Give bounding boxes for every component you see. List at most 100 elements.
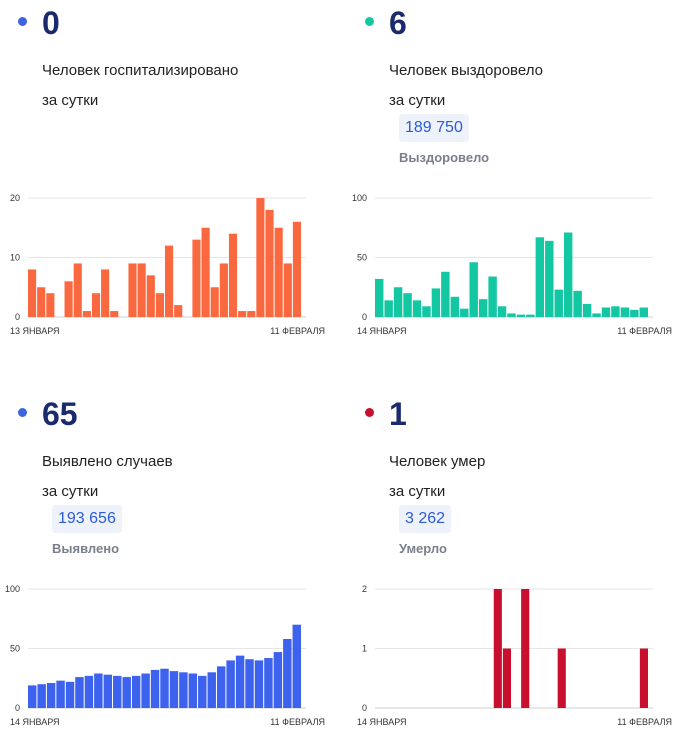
bar: [238, 311, 247, 317]
cases-count: 65: [42, 396, 78, 432]
deaths-count: 1: [389, 396, 407, 432]
bar: [94, 673, 103, 708]
deaths-description-line1: Человек умер: [389, 453, 486, 470]
cases-dot-icon: [18, 408, 27, 417]
bar: [179, 672, 188, 708]
deaths-description: Человек умер за сутки: [389, 447, 485, 507]
deaths-chart: 0 1 2 14 ЯНВАРЯ 11 ФЕВРАЛЯ: [357, 584, 672, 727]
bar: [65, 681, 75, 708]
bar: [264, 658, 273, 708]
cases-description: Выявлено случаев за сутки: [42, 447, 173, 507]
bar: [28, 685, 37, 708]
bar: [265, 209, 274, 317]
bar: [75, 677, 84, 708]
deaths-dot-icon: [365, 408, 374, 417]
hospitalized-description-line1: Человек госпитализировано: [42, 62, 239, 79]
bar: [254, 660, 264, 708]
y-tick-label: 0: [362, 312, 367, 322]
bar: [210, 287, 219, 317]
bar: [601, 307, 611, 317]
bar: [273, 652, 283, 708]
bar: [535, 237, 545, 317]
recovered-total: 189 750: [399, 114, 469, 142]
y-tick-label: 50: [357, 253, 367, 263]
y-tick-label: 0: [15, 703, 20, 713]
bar: [207, 672, 216, 708]
panel-deaths: 1 Человек умер за сутки 3 262 Умерло 0 1 2…: [347, 391, 687, 751]
cases-chart: 0 50 100 14 ЯНВАРЯ 11 ФЕВРАЛЯ: [5, 584, 325, 727]
y-tick-label: 2: [362, 584, 367, 594]
bar: [545, 240, 554, 317]
bar: [431, 288, 441, 317]
bar: [169, 671, 179, 708]
bar: [37, 287, 46, 317]
x-end-label: 11 ФЕВРАЛЯ: [617, 326, 672, 336]
bar: [141, 673, 150, 708]
bar: [28, 269, 37, 317]
y-tick-label: 50: [10, 644, 20, 654]
bar: [56, 680, 65, 708]
bar: [82, 311, 91, 317]
recovered-description-line2: за сутки: [389, 92, 446, 109]
recovered-total-label: Выздоровело: [399, 150, 490, 165]
bar: [526, 314, 535, 317]
bar: [174, 305, 183, 317]
x-start-label: 13 ЯНВАРЯ: [10, 326, 60, 336]
bar: [521, 589, 530, 708]
deaths-total-label: Умерло: [399, 541, 447, 556]
y-tick-label: 100: [352, 193, 367, 203]
cases-description-line2: за сутки: [42, 483, 99, 500]
bar: [422, 306, 431, 317]
panel-cases: 65 Выявлено случаев за сутки 193 656 Выя…: [0, 391, 340, 751]
bar: [37, 684, 46, 708]
bar: [235, 655, 245, 708]
bar: [160, 668, 169, 708]
y-tick-label: 0: [362, 703, 367, 713]
bar: [582, 303, 592, 317]
bar: [247, 311, 256, 317]
bar: [292, 221, 301, 317]
bar: [557, 648, 566, 708]
hospitalized-count: 0: [42, 5, 60, 41]
bar: [155, 293, 164, 317]
bar: [507, 313, 516, 317]
recovered-description: Человек выздоровело за сутки: [389, 56, 543, 116]
bar: [592, 313, 601, 317]
bar: [122, 677, 131, 708]
bar: [412, 300, 422, 317]
bar: [216, 666, 226, 708]
hospitalized-dot-icon: [18, 17, 27, 26]
x-end-label: 11 ФЕВРАЛЯ: [617, 717, 672, 727]
hospitalized-chart: 0 10 20 13 ЯНВАРЯ 11 ФЕВРАЛЯ: [10, 193, 325, 336]
bar: [192, 239, 201, 317]
bar: [188, 673, 198, 708]
bar: [274, 227, 283, 317]
bar: [245, 659, 254, 708]
bar: [46, 293, 55, 317]
deaths-description-line2: за сутки: [389, 483, 446, 500]
bar: [113, 675, 122, 708]
recovered-chart: 0 50 100 14 ЯНВАРЯ 11 ФЕВРАЛЯ: [352, 193, 672, 336]
bar: [620, 307, 630, 317]
bar: [393, 287, 403, 317]
bar: [84, 675, 94, 708]
bar: [201, 227, 210, 317]
hospitalized-description: Человек госпитализировано за сутки: [42, 56, 238, 116]
bar: [101, 269, 110, 317]
bar: [516, 314, 526, 317]
bar: [91, 293, 101, 317]
bar: [103, 674, 113, 708]
bar: [198, 675, 207, 708]
bar: [150, 669, 160, 708]
bar: [639, 648, 648, 708]
bar: [497, 306, 507, 317]
bar: [73, 263, 82, 317]
bar: [283, 638, 292, 708]
bar: [493, 589, 502, 708]
cases-description-line1: Выявлено случаев: [42, 453, 173, 470]
y-tick-label: 1: [362, 644, 367, 654]
bar: [128, 263, 137, 317]
y-tick-label: 0: [15, 312, 20, 322]
bar: [478, 299, 488, 317]
bar: [292, 624, 301, 708]
